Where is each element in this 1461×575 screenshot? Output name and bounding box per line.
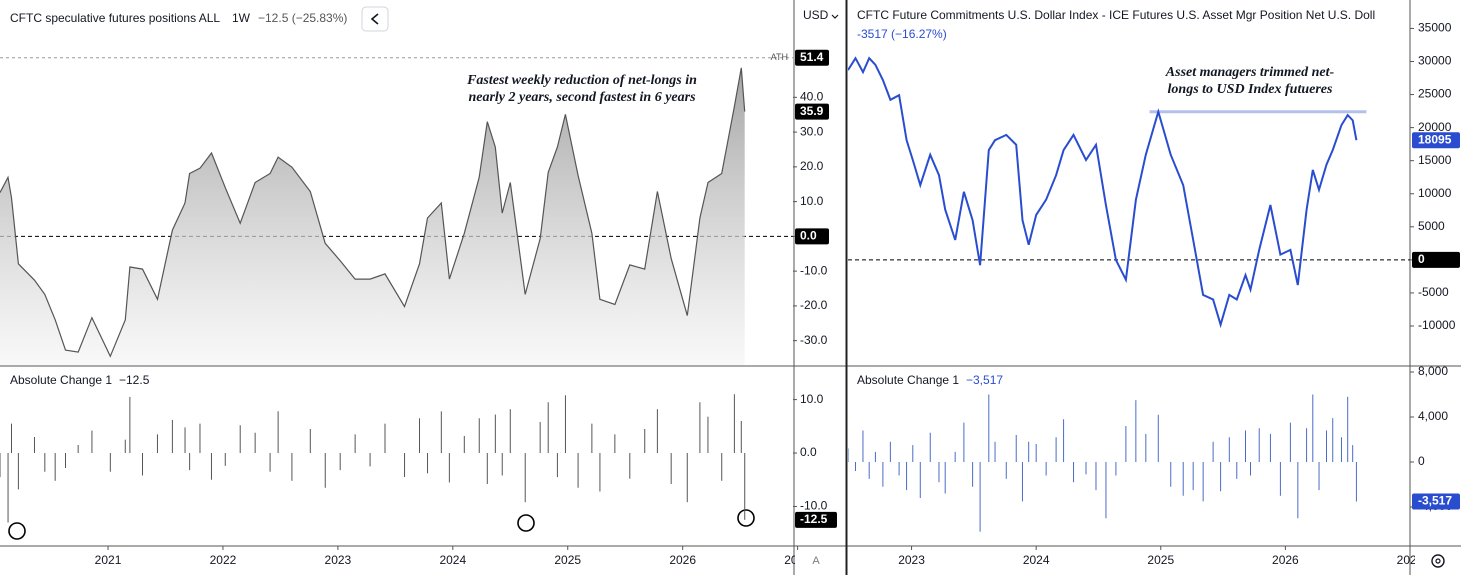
zero-label-box xyxy=(1412,251,1460,268)
pane: 2021 2022 2023 2024 2025 2026 2027 xyxy=(0,394,811,567)
annotation: Asset managers trimmed net- xyxy=(1165,65,1335,80)
x-tick-label: 2023 xyxy=(325,553,352,567)
annotation: longs to USD Index futueres xyxy=(1168,82,1333,97)
y-tick-label: -20.0 xyxy=(800,298,828,312)
y-tick-label: 4,000 xyxy=(1418,409,1448,423)
x-tick-label: 2026 xyxy=(669,553,696,567)
y-tick-label: 25000 xyxy=(1418,87,1452,101)
y-tick-label: 10000 xyxy=(1418,186,1452,200)
y-tick-label: 10.0 xyxy=(800,392,824,406)
legend-title: CFTC Future Commitments U.S. Dollar Inde… xyxy=(857,8,1375,22)
auto-scale-button[interactable]: A xyxy=(812,555,820,567)
button-frame[interactable] xyxy=(361,6,389,32)
x-tick-label: 2024 xyxy=(1023,553,1050,567)
y-tick-label: -30.0 xyxy=(800,333,828,347)
gear-hub[interactable] xyxy=(1435,558,1441,564)
markers xyxy=(8,509,755,540)
y-tick-label: 35000 xyxy=(1418,21,1452,35)
last-value-label: -3,517 xyxy=(1418,494,1452,508)
last-value-label: 35.9 xyxy=(800,104,824,118)
series-line xyxy=(848,56,1358,329)
zero-label-box xyxy=(795,228,829,245)
y-tick-label: 30.0 xyxy=(800,124,824,138)
y-tick-label: -10.0 xyxy=(800,499,828,513)
x-tick-label: 2021 xyxy=(95,553,122,567)
y-tick-label: 0.0 xyxy=(800,445,817,459)
annotation: nearly 2 years, second fastest in 6 year… xyxy=(468,90,696,105)
pane xyxy=(0,57,793,366)
x-tick-label: 2022 xyxy=(210,553,237,567)
gear-icon[interactable] xyxy=(1431,554,1445,568)
annotation: Fastest weekly reduction of net-longs in xyxy=(466,73,697,88)
legend-title: Absolute Change 1 xyxy=(10,373,112,387)
pane xyxy=(848,56,1410,329)
legend-change: −3,517 xyxy=(966,373,1003,387)
last-value-box xyxy=(795,511,837,528)
last-value-box xyxy=(1412,132,1460,149)
y-tick-label: 0 xyxy=(1418,252,1425,266)
x-tick-label: 2027 xyxy=(784,553,811,567)
x-tick-label: 2025 xyxy=(1147,553,1174,567)
y-tick-label: 20000 xyxy=(1418,120,1452,134)
x-tick-label: 2023 xyxy=(898,553,925,567)
y-tick-label: -10000 xyxy=(1418,318,1456,332)
y-tick-label: -5000 xyxy=(1418,285,1449,299)
legend-title: CFTC speculative futures positions ALL xyxy=(10,11,220,25)
legend-change: −12.5 (−25.83%) xyxy=(258,11,347,25)
legend-change: -3517 (−16.27%) xyxy=(857,27,947,41)
currency-label[interactable]: USD xyxy=(803,8,829,22)
y-tick-label: -10.0 xyxy=(800,263,828,277)
x-tick-label: 2024 xyxy=(439,553,466,567)
y-tick-label: 20.0 xyxy=(800,159,824,173)
last-value-label: -12.5 xyxy=(800,512,828,526)
y-tick-label: 30000 xyxy=(1418,54,1452,68)
area-fill xyxy=(0,67,745,366)
highlight-circle xyxy=(737,509,755,527)
y-tick-label: 40.0 xyxy=(800,90,824,104)
back-button[interactable] xyxy=(361,6,389,32)
currency-dropdown[interactable]: USD xyxy=(803,8,839,22)
y-tick-label: 10.0 xyxy=(800,194,824,208)
highlight-circle xyxy=(8,522,26,540)
area-line xyxy=(0,67,746,358)
pane: 2023 2024 2025 2026 2027 xyxy=(848,394,1424,567)
last-value-label: 18095 xyxy=(1418,132,1452,146)
y-tick-label: 0.0 xyxy=(800,229,817,243)
legend-title: Absolute Change 1 xyxy=(857,373,959,387)
x-tick-label: 2026 xyxy=(1272,553,1299,567)
highlight-circle xyxy=(517,514,535,532)
x-tick-label: 2027 xyxy=(1397,553,1424,567)
ath-label: ATH xyxy=(771,52,788,62)
legend-change: −12.5 xyxy=(119,373,150,387)
legend-interval: 1W xyxy=(232,11,251,25)
y-tick-label: 5000 xyxy=(1418,219,1445,233)
chevron-icon[interactable] xyxy=(370,13,379,25)
ath-value-box xyxy=(795,49,829,66)
y-tick-label: 0 xyxy=(1418,454,1425,468)
x-tick-label: 2025 xyxy=(554,553,581,567)
last-value-box xyxy=(795,103,829,120)
y-tick-label: 8,000 xyxy=(1418,364,1448,378)
last-value-box xyxy=(1412,493,1460,510)
settings-button[interactable] xyxy=(1431,554,1445,568)
dropdown-icon[interactable] xyxy=(831,14,839,19)
ath-value-label: 51.4 xyxy=(800,50,824,64)
y-tick-label: 15000 xyxy=(1418,153,1452,167)
